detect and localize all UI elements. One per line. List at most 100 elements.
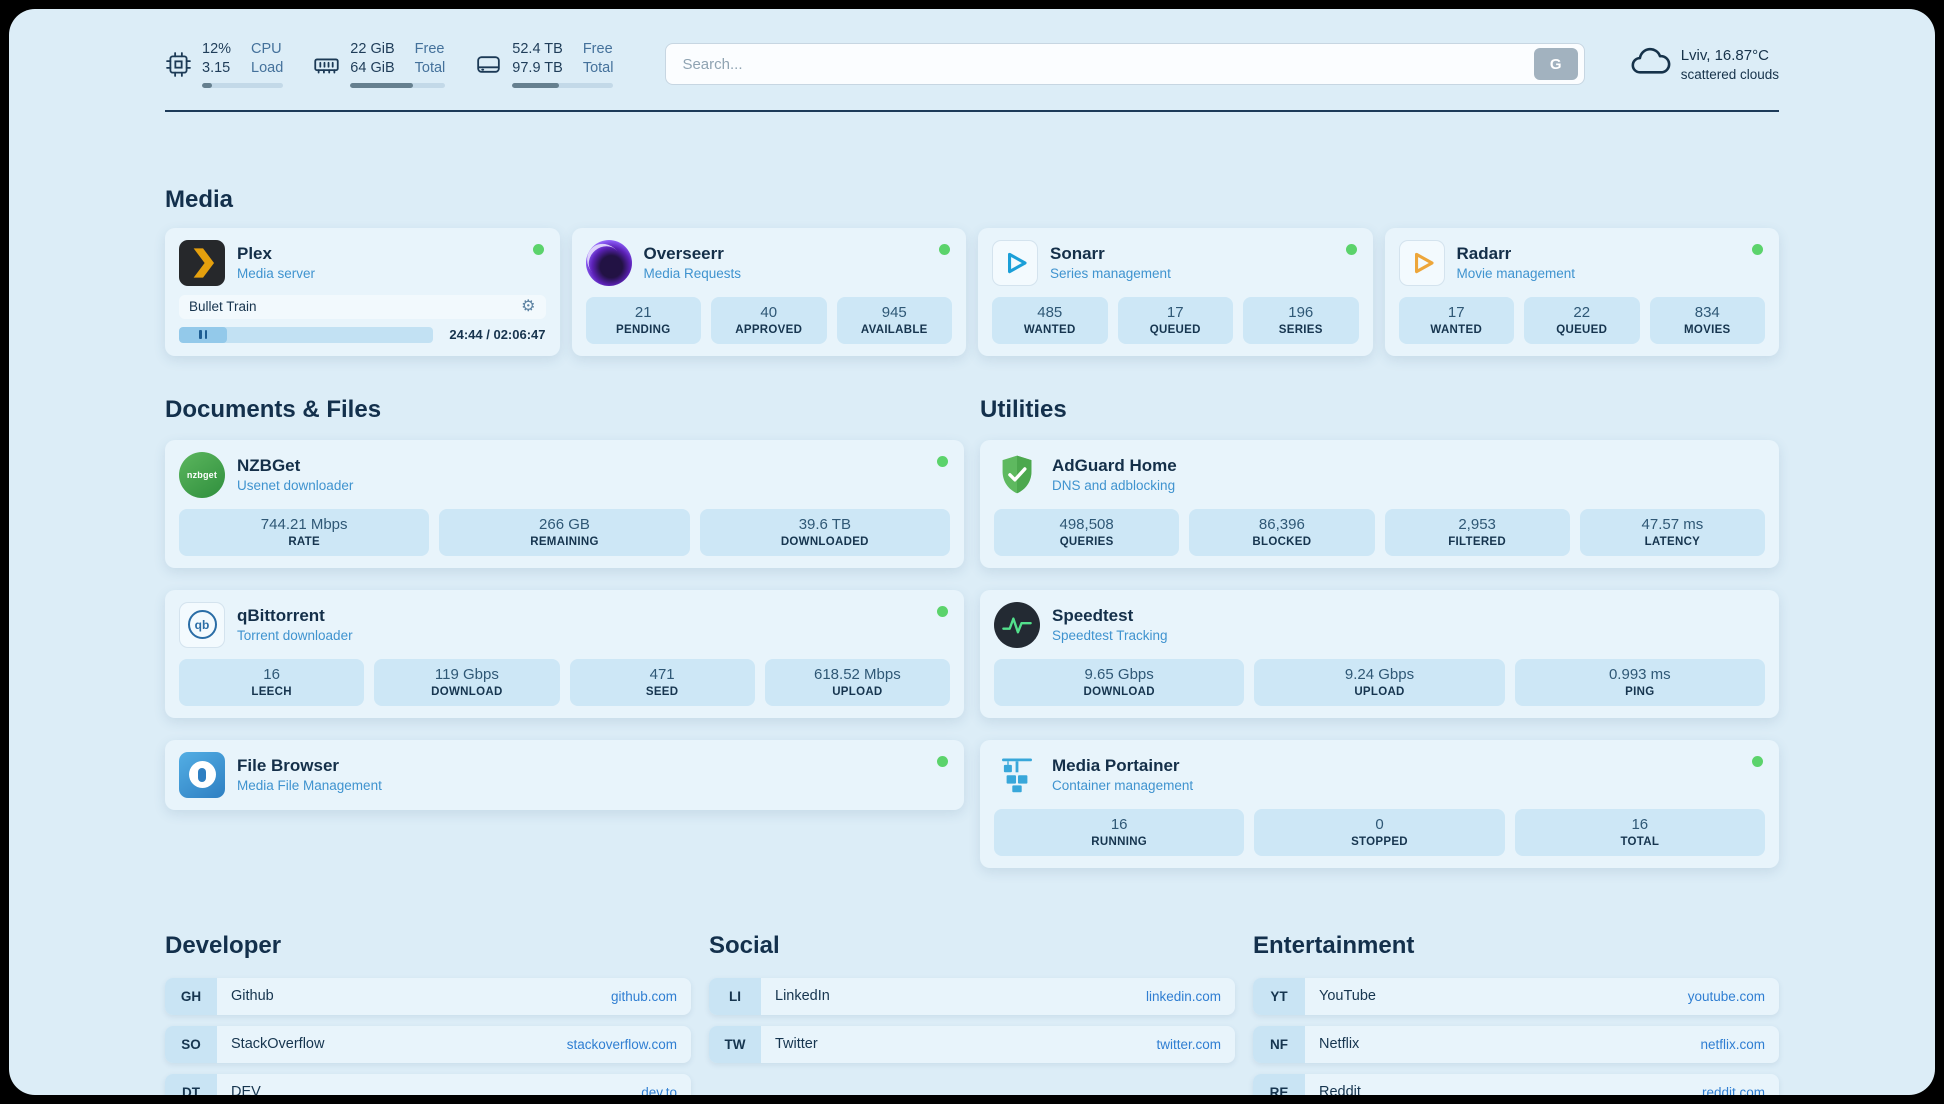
stat-tile: 9.24 Gbps UPLOAD: [1254, 658, 1505, 706]
speedtest-link[interactable]: Speedtest Speedtest Tracking: [994, 601, 1765, 648]
plex-link[interactable]: Plex Media server: [179, 239, 546, 286]
app-description: Media server: [237, 266, 316, 282]
documents-section-title: Documents & Files: [165, 395, 382, 423]
overseerr-link[interactable]: Overseerr Media Requests: [585, 239, 953, 286]
stat-tile: 16 TOTAL: [1514, 808, 1765, 856]
radarr-link[interactable]: Radarr Movie management: [1398, 239, 1766, 286]
bookmark-github[interactable]: GH Github github.com: [165, 977, 691, 1015]
stat-label: REMAINING: [530, 535, 599, 548]
bookmark-abbr: NF: [1253, 1025, 1305, 1063]
bookmark-netflix[interactable]: NF Netflix netflix.com: [1253, 1025, 1779, 1063]
stat-tile: 498,508 QUERIES: [994, 508, 1180, 556]
stat-value: 21: [634, 303, 652, 321]
stat-value: 196: [1288, 303, 1314, 321]
bookmark-abbr: YT: [1253, 977, 1305, 1015]
bookmark-url: github.com: [610, 988, 677, 1004]
stat-value: 744.21 Mbps: [260, 515, 348, 533]
cpu-icon: [165, 51, 192, 78]
stat-label: QUEUED: [1149, 323, 1201, 336]
stat-label: UPLOAD: [832, 685, 883, 698]
playback-time: 24:44 / 02:06:47: [449, 327, 546, 343]
bookmark-youtube[interactable]: YT YouTube youtube.com: [1253, 977, 1779, 1015]
filebrowser-link[interactable]: File Browser Media File Management: [179, 751, 950, 798]
media-section-title: Media: [165, 185, 234, 213]
speedtest-icon: [994, 601, 1040, 648]
weather-condition: scattered clouds: [1680, 66, 1779, 82]
stat-label: FILTERED: [1448, 535, 1507, 548]
stat-value: 834: [1694, 303, 1720, 321]
sonarr-link[interactable]: Sonarr Series management: [992, 239, 1359, 286]
bookmark-abbr: RE: [1253, 1073, 1305, 1095]
status-dot: [1752, 755, 1763, 767]
stat-value: 16: [1110, 815, 1128, 833]
bookmark-name: Github: [231, 988, 274, 1005]
stat-tile: 834 MOVIES: [1649, 296, 1765, 344]
portainer-icon: [994, 752, 1040, 798]
bookmark-linkedin[interactable]: LI LinkedIn linkedin.com: [709, 977, 1235, 1015]
card-nzbget: nzbget NZBGet Usenet downloader 744.21 M…: [165, 439, 964, 568]
stat-label: DOWNLOADED: [780, 535, 869, 548]
bookmark-group-developer: Developer GH Github github.com SO StackO…: [165, 932, 691, 1095]
gear-icon[interactable]: ⚙: [521, 297, 536, 315]
adguard-link[interactable]: AdGuard Home DNS and adblocking: [994, 452, 1765, 498]
card-filebrowser: File Browser Media File Management: [165, 739, 964, 810]
search-input[interactable]: [682, 55, 1534, 73]
social-section-title: Social: [709, 931, 780, 959]
disk-total-label: Total: [582, 60, 614, 77]
pause-icon: [199, 330, 208, 340]
cloud-icon: [1627, 45, 1671, 84]
card-radarr: Radarr Movie management 17 WANTED 22 QUE…: [1384, 227, 1779, 356]
section-media: Media Plex Media server Bullet Train: [165, 186, 1779, 356]
bookmark-abbr: SO: [165, 1025, 217, 1063]
bookmark-abbr: GH: [165, 977, 217, 1015]
stat-label: AVAILABLE: [860, 323, 928, 336]
card-adguard: AdGuard Home DNS and adblocking 498,508 …: [980, 439, 1779, 568]
cpu-widget: 12% 3.15 CPU Load: [165, 41, 284, 88]
app-description: Movie management: [1456, 266, 1576, 282]
portainer-link[interactable]: Media Portainer Container management: [994, 752, 1765, 798]
stat-value: 16: [263, 665, 280, 683]
disk-widget: 52.4 TB 97.9 TB Free Total: [475, 41, 614, 88]
stat-value: 47.57 ms: [1641, 515, 1704, 533]
card-qbittorrent: qb qBittorrent Torrent downloader 16 LEE…: [165, 589, 964, 718]
bookmark-url: stackoverflow.com: [566, 1036, 677, 1052]
app-name: Sonarr: [1050, 244, 1105, 264]
card-sonarr: Sonarr Series management 485 WANTED 17 Q…: [978, 227, 1373, 356]
utilities-section-title: Utilities: [980, 395, 1067, 423]
bookmark-dev[interactable]: DT DEV dev.to: [165, 1073, 691, 1095]
stat-tile: 17 QUEUED: [1117, 296, 1233, 344]
stat-value: 0.993 ms: [1608, 665, 1671, 683]
bookmark-stackoverflow[interactable]: SO StackOverflow stackoverflow.com: [165, 1025, 691, 1063]
topbar: 12% 3.15 CPU Load: [165, 9, 1779, 88]
stat-value: 40: [760, 303, 778, 321]
nzbget-link[interactable]: nzbget NZBGet Usenet downloader: [179, 451, 950, 498]
stat-label: SEED: [645, 685, 679, 698]
stat-value: 17: [1166, 303, 1184, 321]
app-description: Speedtest Tracking: [1052, 628, 1168, 644]
bookmark-url: reddit.com: [1701, 1084, 1765, 1095]
stat-tile: 16 LEECH: [179, 658, 365, 706]
app-description: Torrent downloader: [237, 628, 353, 644]
bookmark-reddit[interactable]: RE Reddit reddit.com: [1253, 1073, 1779, 1095]
stat-tile: 0.993 ms PING: [1514, 658, 1765, 706]
stat-label: QUERIES: [1059, 535, 1114, 548]
memory-free-label: Free: [414, 41, 445, 57]
bookmark-name: Twitter: [775, 1036, 818, 1053]
stat-tile: 196 SERIES: [1243, 296, 1359, 344]
bookmark-twitter[interactable]: TW Twitter twitter.com: [709, 1025, 1235, 1063]
nzbget-icon: nzbget: [179, 451, 225, 498]
section-utilities: Utilities AdGuard Home DNS and adblockin…: [980, 396, 1779, 868]
search-provider-button[interactable]: G: [1533, 48, 1578, 81]
bookmark-url: linkedin.com: [1145, 988, 1221, 1004]
now-playing-title: Bullet Train: [189, 299, 257, 315]
playback-progress-bar: [179, 326, 434, 343]
stat-label: RATE: [288, 535, 320, 548]
stat-value: 485: [1037, 303, 1063, 321]
stat-label: UPLOAD: [1354, 685, 1405, 698]
stat-label: TOTAL: [1620, 835, 1660, 848]
stat-value: 945: [881, 303, 907, 321]
qbittorrent-link[interactable]: qb qBittorrent Torrent downloader: [179, 601, 950, 648]
stat-tile: 2,953 FILTERED: [1384, 508, 1570, 556]
section-documents: Documents & Files nzbget NZBGet Usenet d…: [165, 396, 964, 810]
qbittorrent-icon-label: qb: [194, 617, 210, 632]
